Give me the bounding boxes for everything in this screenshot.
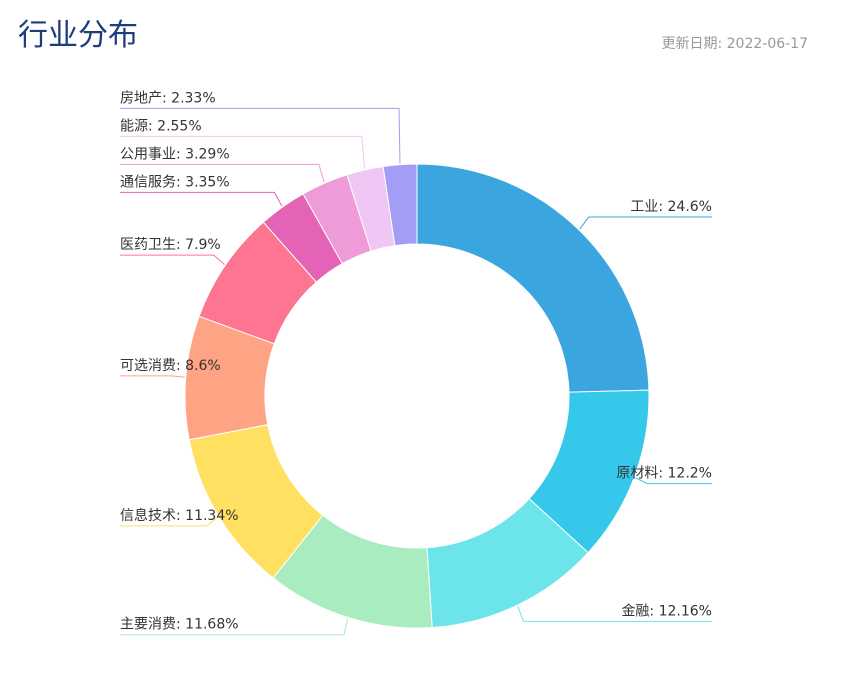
slice-label: 原材料: 12.2% [616,466,712,482]
leader-line [120,618,349,636]
slice-label: 能源: 2.55% [120,118,202,134]
update-date: 更新日期: 2022-06-17 [661,36,808,52]
slice-label: 信息技术: 11.34% [120,507,239,524]
leader-line [579,216,712,230]
donut-slice [382,163,418,247]
chart-title: 行业分布 [18,18,138,53]
slice-label: 医药卫生: 7.9% [120,237,221,253]
leader-line [517,605,712,622]
slice-label: 金融: 12.16% [621,603,712,619]
leader-line [120,375,185,378]
slice-label: 可选消费: 8.6% [120,358,221,374]
slice-label: 公用事业: 3.29% [120,146,230,162]
leader-line [120,107,401,164]
slice-label: 通信服务: 3.35% [120,174,230,190]
slice-label: 工业: 24.6% [630,199,712,215]
slice-label: 房地产: 2.33% [120,90,216,106]
leader-line [120,516,219,527]
leader-line [120,163,325,183]
leader-line [120,191,283,207]
donut-slice [416,163,650,393]
leader-line [634,477,712,485]
leader-line [120,135,366,169]
leader-line [120,254,225,266]
slice-label: 主要消费: 11.68% [120,617,239,633]
